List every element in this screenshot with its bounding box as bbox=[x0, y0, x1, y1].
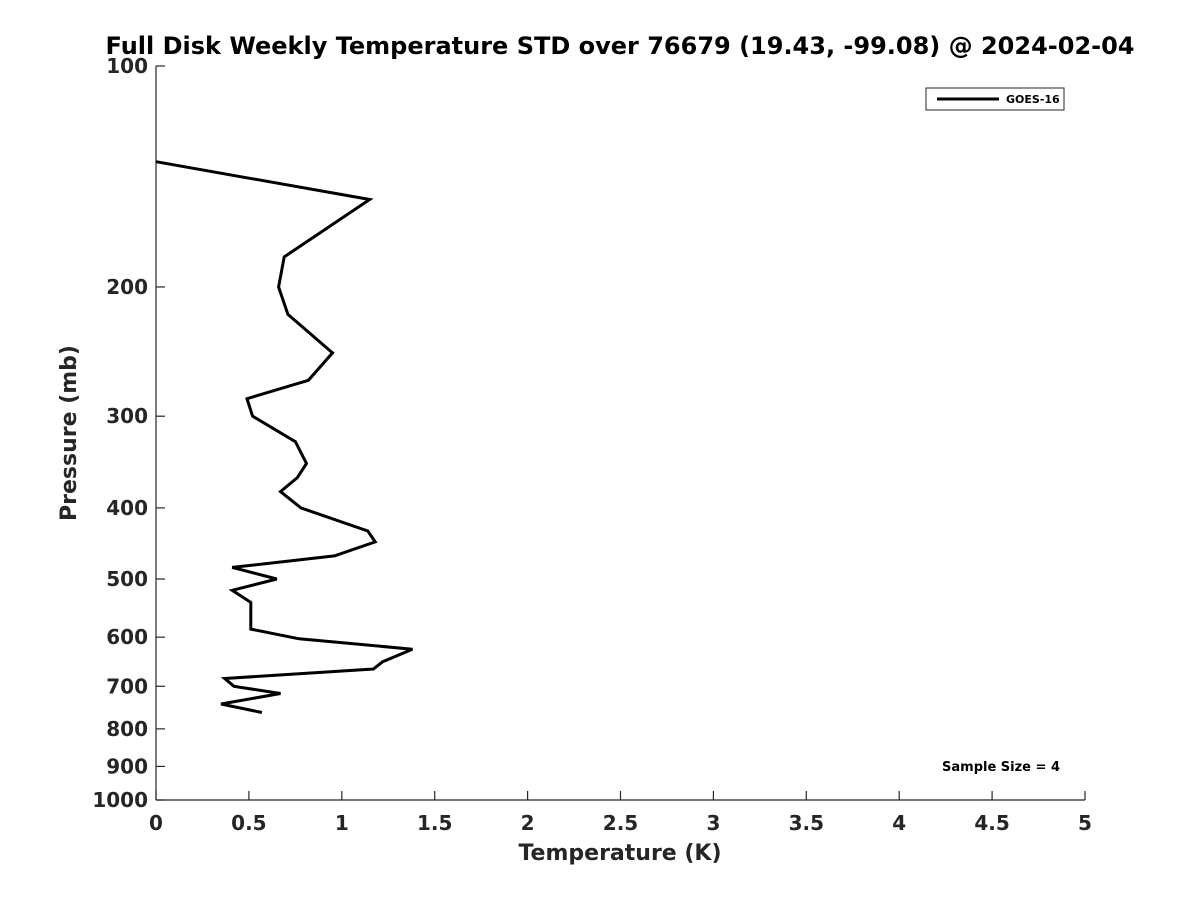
x-tick-label: 3 bbox=[706, 811, 720, 835]
y-tick-label: 600 bbox=[106, 625, 148, 649]
x-tick-label: 3.5 bbox=[789, 811, 824, 835]
series-line-goes-16 bbox=[155, 160, 413, 714]
y-tick-label: 300 bbox=[106, 404, 148, 428]
x-tick-label: 0.5 bbox=[231, 811, 266, 835]
x-tick-label: 1.5 bbox=[417, 811, 452, 835]
plot-axes bbox=[155, 66, 1085, 801]
legend-entry-goes-16: GOES-16 bbox=[1006, 93, 1060, 106]
legend: GOES-16 bbox=[925, 87, 1065, 111]
x-tick-label: 2 bbox=[521, 811, 535, 835]
x-tick-label: 2.5 bbox=[603, 811, 638, 835]
x-tick-label: 5 bbox=[1078, 811, 1092, 835]
y-tick-label: 800 bbox=[106, 717, 148, 741]
series-layer bbox=[155, 160, 413, 714]
y-tick-label: 900 bbox=[106, 754, 148, 778]
y-tick-label: 1000 bbox=[92, 788, 148, 812]
sample-size-annotation: Sample Size = 4 bbox=[942, 760, 1060, 775]
y-tick-label: 500 bbox=[106, 567, 148, 591]
x-tick-label: 0 bbox=[149, 811, 163, 835]
x-tick-label: 4 bbox=[892, 811, 906, 835]
y-tick-label: 100 bbox=[106, 54, 148, 78]
y-ticks: 100 200 300 400 500 600 700 800 900 1000 bbox=[92, 54, 165, 812]
chart-title: Full Disk Weekly Temperature STD over 76… bbox=[106, 32, 1135, 60]
x-ticks: 0 0.5 1 1.5 2 2.5 3 3.5 4 4.5 5 bbox=[149, 791, 1092, 835]
y-tick-label: 700 bbox=[106, 674, 148, 698]
y-axis-label: Pressure (mb) bbox=[57, 345, 82, 521]
x-tick-label: 1 bbox=[335, 811, 349, 835]
x-axis-label: Temperature (K) bbox=[518, 841, 721, 866]
y-tick-label: 200 bbox=[106, 275, 148, 299]
x-tick-label: 4.5 bbox=[974, 811, 1009, 835]
plot-area bbox=[156, 66, 1085, 800]
y-tick-label: 400 bbox=[106, 496, 148, 520]
